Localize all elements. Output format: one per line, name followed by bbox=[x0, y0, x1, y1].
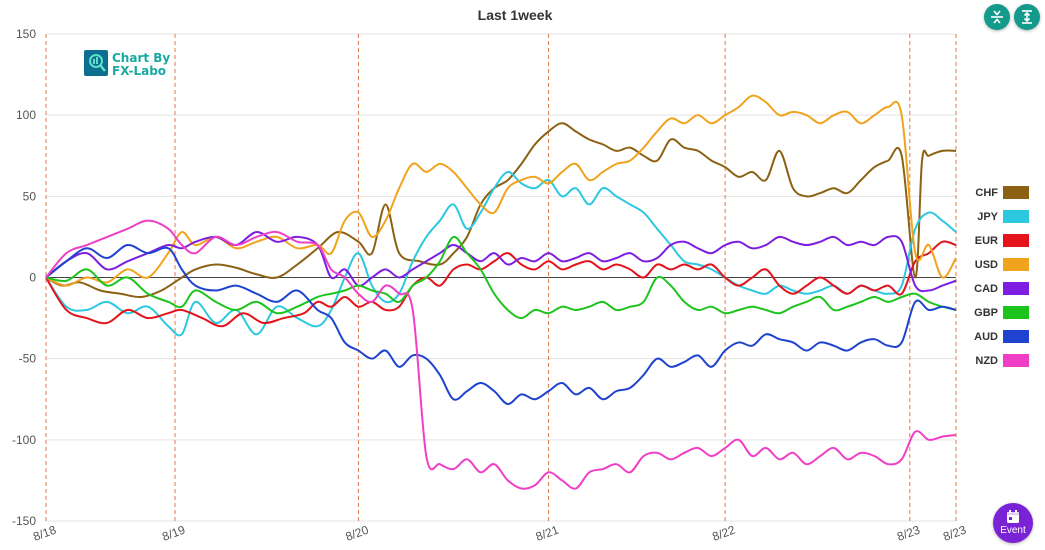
expand-button[interactable] bbox=[1014, 4, 1040, 30]
y-tick-label: 50 bbox=[23, 189, 37, 203]
chart-title: Last 1week bbox=[478, 7, 553, 23]
x-tick-label: 8/20 bbox=[344, 523, 371, 544]
legend-swatch-gbp[interactable] bbox=[1003, 306, 1029, 319]
legend-swatch-eur[interactable] bbox=[1003, 234, 1029, 247]
series-line-nzd[interactable] bbox=[45, 219, 957, 490]
legend-swatch-nzd[interactable] bbox=[1003, 354, 1029, 367]
legend-label-eur: EUR bbox=[975, 235, 998, 247]
y-tick-label: -150 bbox=[12, 514, 36, 528]
legend-label-gbp: GBP bbox=[974, 307, 998, 319]
logo-line-1: Chart By bbox=[112, 51, 170, 65]
legend-label-cad: CAD bbox=[974, 283, 998, 295]
legend-label-aud: AUD bbox=[974, 331, 998, 343]
y-tick-label: 0 bbox=[29, 271, 36, 285]
legend-swatch-usd[interactable] bbox=[1003, 258, 1029, 271]
magnifier-chart-icon bbox=[84, 50, 108, 76]
event-button[interactable]: Event bbox=[993, 503, 1033, 543]
y-tick-label: 100 bbox=[16, 108, 36, 122]
series-line-aud[interactable] bbox=[45, 244, 957, 406]
legend-swatch-cad[interactable] bbox=[1003, 282, 1029, 295]
event-label: Event bbox=[1000, 525, 1026, 536]
legend-swatch-chf[interactable] bbox=[1003, 186, 1029, 199]
legend-label-usd: USD bbox=[975, 259, 998, 271]
legend-label-nzd: NZD bbox=[975, 355, 998, 367]
y-axis-ticks: 150 100 50 0 -50 -100 -150 bbox=[12, 27, 36, 528]
calendar-icon bbox=[1007, 510, 1019, 523]
y-tick-label: 150 bbox=[16, 27, 36, 41]
logo-line-2: FX-Labo bbox=[112, 64, 166, 78]
legend-swatch-jpy[interactable] bbox=[1003, 210, 1029, 223]
y-tick-label: -50 bbox=[19, 352, 37, 366]
expand-vertical-icon bbox=[1022, 10, 1032, 24]
x-tick-label: 8/23 bbox=[941, 523, 968, 544]
series-line-eur[interactable] bbox=[45, 240, 957, 328]
series-layer bbox=[45, 94, 957, 490]
collapse-vertical-icon bbox=[991, 10, 1003, 24]
x-axis-ticks: 8/18 8/19 8/20 8/21 8/22 8/23 8/23 bbox=[31, 523, 968, 544]
series-line-usd[interactable] bbox=[45, 94, 957, 287]
brand-logo: Chart By FX-Labo bbox=[84, 50, 170, 78]
x-tick-label: 8/22 bbox=[710, 523, 737, 544]
legend: CHF JPY EUR USD CAD GBP AUD NZD bbox=[974, 186, 1029, 367]
series-line-jpy[interactable] bbox=[45, 170, 957, 337]
series-line-cad[interactable] bbox=[45, 231, 957, 293]
x-tick-label: 8/21 bbox=[534, 523, 561, 544]
x-tick-label: 8/23 bbox=[895, 523, 922, 544]
series-line-chf[interactable] bbox=[45, 122, 957, 299]
y-tick-label: -100 bbox=[12, 433, 36, 447]
legend-swatch-aud[interactable] bbox=[1003, 330, 1029, 343]
legend-label-chf: CHF bbox=[975, 187, 998, 199]
x-tick-label: 8/19 bbox=[160, 523, 187, 544]
collapse-button[interactable] bbox=[984, 4, 1010, 30]
legend-label-jpy: JPY bbox=[977, 211, 998, 223]
series-line-gbp[interactable] bbox=[45, 235, 957, 320]
